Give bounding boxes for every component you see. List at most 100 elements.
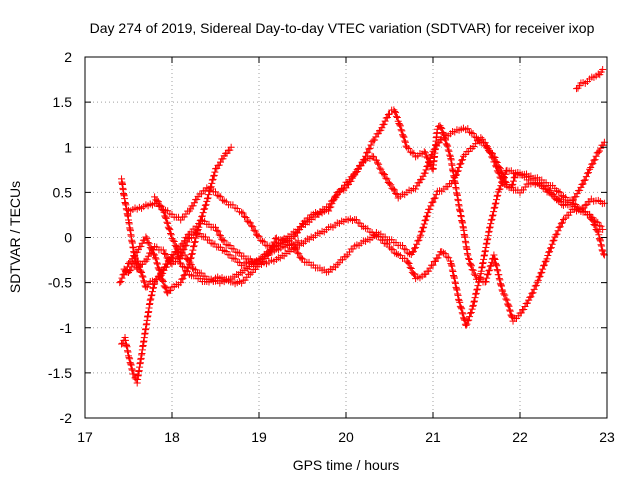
data-point-marker	[495, 169, 503, 177]
data-point-marker	[439, 130, 447, 138]
data-point-marker	[396, 121, 404, 129]
data-point-marker	[189, 246, 197, 254]
data-point-marker	[454, 291, 462, 299]
data-point-marker	[374, 159, 382, 167]
data-point-marker	[589, 160, 597, 168]
data-point-marker	[472, 289, 480, 297]
y-axis-label: SDTVAR / TECUs	[7, 181, 23, 293]
data-point-marker	[470, 298, 478, 306]
data-point-marker	[173, 244, 181, 252]
data-point-marker	[426, 205, 434, 213]
data-point-marker	[193, 195, 201, 203]
data-point-marker	[420, 148, 428, 156]
data-point-marker	[370, 153, 378, 161]
data-point-marker	[226, 146, 234, 154]
data-point-marker	[417, 231, 425, 239]
data-point-marker	[189, 243, 197, 251]
data-point-marker	[182, 241, 190, 249]
data-point-marker	[150, 284, 158, 292]
data-point-marker	[422, 213, 430, 221]
data-point-marker	[535, 273, 543, 281]
data-point-marker	[260, 238, 268, 246]
data-point-marker	[211, 168, 219, 176]
data-point-marker	[542, 185, 550, 193]
data-point-marker	[470, 270, 478, 278]
data-point-marker	[399, 132, 407, 140]
data-point-marker	[493, 196, 501, 204]
data-point-marker	[212, 223, 219, 231]
data-point-marker	[556, 188, 564, 196]
data-point-marker	[421, 169, 429, 177]
data-point-marker	[180, 213, 188, 221]
data-point-marker	[366, 144, 374, 152]
data-point-marker	[248, 222, 256, 230]
data-point-marker	[494, 168, 502, 176]
data-point-marker	[251, 227, 259, 235]
data-point-marker	[472, 140, 480, 148]
data-point-marker	[478, 135, 486, 143]
data-point-marker	[191, 238, 199, 246]
data-point-marker	[187, 261, 195, 269]
data-point-marker	[468, 144, 476, 152]
data-point-marker	[403, 143, 411, 151]
data-point-marker	[482, 277, 490, 285]
data-point-marker	[262, 241, 270, 249]
data-point-marker	[477, 134, 485, 142]
data-point-marker	[412, 244, 420, 252]
data-point-marker	[495, 186, 503, 194]
data-point-marker	[440, 131, 448, 139]
data-point-marker	[142, 233, 150, 241]
data-point-marker	[269, 241, 277, 249]
data-point-marker	[163, 218, 171, 226]
data-point-marker	[297, 222, 305, 230]
data-point-marker	[596, 236, 604, 244]
data-point-marker	[558, 219, 566, 227]
data-point-marker	[252, 265, 260, 273]
y-tick-label: 0.5	[53, 184, 73, 200]
data-point-marker	[556, 223, 564, 231]
data-point-marker	[421, 149, 429, 157]
data-point-marker	[367, 141, 375, 149]
data-point-marker	[448, 266, 456, 274]
data-point-marker	[179, 275, 187, 283]
data-point-marker	[460, 315, 468, 323]
data-point-marker	[381, 171, 389, 179]
data-point-marker	[147, 292, 155, 300]
data-point-marker	[176, 259, 184, 267]
data-point-marker	[463, 320, 471, 328]
data-point-marker	[270, 238, 278, 246]
data-point-marker	[429, 261, 437, 269]
data-point-marker	[196, 217, 204, 225]
data-point-marker	[399, 241, 407, 249]
data-point-marker	[186, 260, 194, 268]
data-point-marker	[534, 276, 542, 284]
data-point-marker	[491, 200, 499, 208]
data-point-marker	[436, 122, 444, 130]
data-point-marker	[465, 316, 473, 324]
data-point-marker	[190, 242, 198, 250]
data-point-marker	[189, 202, 197, 210]
data-point-marker	[357, 162, 365, 170]
data-point-marker	[144, 239, 152, 247]
data-point-marker	[441, 250, 449, 258]
data-point-marker	[198, 190, 206, 198]
data-point-marker	[146, 296, 154, 304]
data-point-marker	[458, 309, 466, 317]
data-point-marker	[421, 217, 429, 225]
data-point-marker	[488, 153, 496, 161]
data-point-marker	[432, 191, 440, 199]
data-point-marker	[496, 173, 504, 181]
data-point-marker	[505, 302, 513, 310]
data-point-marker	[389, 185, 397, 193]
data-point-marker	[598, 242, 606, 250]
data-point-marker	[302, 217, 310, 225]
data-point-marker	[572, 200, 580, 208]
data-point-marker	[215, 231, 223, 239]
data-point-marker	[447, 261, 455, 269]
data-point-marker	[404, 249, 412, 257]
data-point-marker	[427, 202, 435, 210]
data-point-marker	[411, 244, 419, 252]
data-point-marker	[538, 268, 546, 276]
data-point-marker	[475, 137, 483, 145]
series-track-g	[120, 237, 302, 291]
